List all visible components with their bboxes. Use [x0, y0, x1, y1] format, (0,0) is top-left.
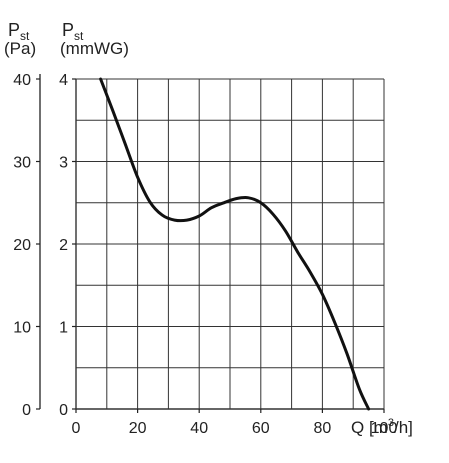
x-tick-label: 80 [314, 420, 332, 437]
pa-axis-unit: (Pa) [4, 39, 36, 58]
curve-group [99, 77, 371, 411]
x-axis-title: Q [m3/h] [351, 417, 413, 437]
x-tick-label: 100 [371, 420, 398, 437]
pa-tick-label: 40 [13, 72, 31, 89]
pa-tick-label: 20 [13, 237, 31, 254]
mmwg-axis-title: Pst [62, 20, 84, 43]
pa-tick-label: 0 [22, 402, 31, 419]
x-axis-title-end: /h] [394, 418, 413, 437]
mmwg-tick-label: 0 [59, 402, 68, 419]
x-tick-group: 0 20 40 60 80 100 [72, 409, 398, 437]
mmwg-tick-label: 1 [59, 320, 68, 337]
mmwg-tick-label: 2 [59, 237, 68, 254]
pa-tick-label: 30 [13, 155, 31, 172]
x-tick-label: 40 [190, 420, 208, 437]
x-tick-label: 0 [72, 420, 81, 437]
mmwg-tick-label: 3 [59, 155, 68, 172]
mmwg-axis-title-main: P [62, 20, 74, 40]
pa-axis-title-main: P [8, 20, 20, 40]
x-tick-label: 20 [129, 420, 147, 437]
plot-grid [75, 78, 385, 410]
pa-axis-title-sub: st [20, 29, 30, 43]
mmwg-axis-unit: (mmWG) [60, 39, 129, 58]
x-axis-title-main: Q [m [351, 418, 388, 437]
performance-curve [99, 77, 371, 411]
mmwg-tick-label: 4 [59, 72, 68, 89]
pa-tick-label: 10 [13, 320, 31, 337]
mmwg-axis-title-sub: st [74, 29, 84, 43]
x-tick-label: 60 [252, 420, 270, 437]
pa-tick-group: 0 10 20 30 40 [13, 72, 40, 419]
x-axis-title-sup: 3 [388, 417, 394, 429]
mmwg-tick-group: 0 1 2 3 4 [59, 72, 76, 419]
pa-axis-title: Pst [8, 20, 30, 43]
